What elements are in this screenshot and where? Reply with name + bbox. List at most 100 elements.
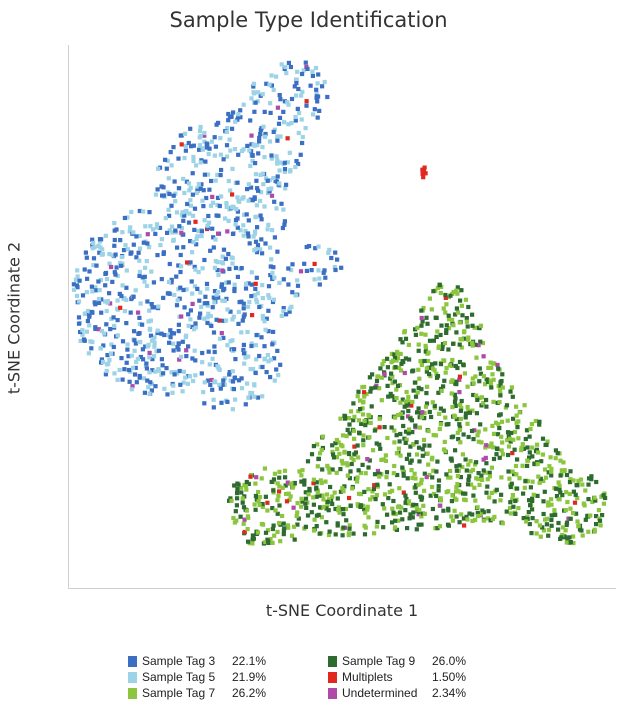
point-sample-tag-3 [268, 375, 273, 380]
point-sample-tag-5 [97, 288, 102, 293]
point-sample-tag-5 [217, 382, 222, 387]
point-sample-tag-3 [192, 264, 197, 269]
point-sample-tag-3 [178, 269, 183, 275]
point-sample-tag-9 [524, 428, 530, 433]
point-sample-tag-3 [279, 201, 284, 206]
point-sample-tag-5 [281, 309, 286, 314]
point-sample-tag-3 [186, 312, 191, 317]
point-sample-tag-3 [174, 303, 180, 308]
point-sample-tag-5 [179, 212, 184, 218]
point-sample-tag-7 [452, 413, 457, 418]
point-undetermined [420, 410, 425, 415]
point-sample-tag-5 [112, 371, 117, 376]
point-sample-tag-5 [173, 199, 178, 204]
point-sample-tag-5 [274, 74, 279, 79]
point-sample-tag-7 [509, 385, 514, 390]
point-undetermined [209, 377, 214, 383]
point-sample-tag-7 [455, 474, 460, 479]
point-sample-tag-3 [176, 156, 181, 161]
point-sample-tag-7 [491, 399, 496, 404]
point-sample-tag-3 [178, 252, 183, 258]
point-sample-tag-7 [481, 401, 486, 406]
point-sample-tag-9 [540, 436, 546, 441]
point-sample-tag-3 [282, 160, 287, 165]
point-sample-tag-7 [519, 445, 524, 450]
point-sample-tag-3 [219, 284, 224, 289]
point-sample-tag-3 [305, 66, 310, 71]
point-sample-tag-3 [310, 73, 315, 78]
point-sample-tag-9 [419, 495, 425, 500]
point-sample-tag-3 [188, 308, 193, 313]
point-sample-tag-7 [371, 448, 376, 453]
point-sample-tag-5 [184, 333, 189, 338]
point-undetermined [184, 348, 189, 353]
point-sample-tag-3 [193, 358, 198, 363]
point-sample-tag-3 [181, 245, 186, 250]
point-sample-tag-5 [226, 178, 231, 184]
point-sample-tag-9 [467, 410, 472, 415]
point-sample-tag-9 [497, 455, 502, 460]
point-sample-tag-9 [355, 443, 360, 448]
point-sample-tag-3 [255, 395, 261, 400]
point-sample-tag-3 [211, 330, 217, 335]
point-sample-tag-9 [523, 479, 528, 484]
point-sample-tag-9 [512, 472, 517, 477]
point-sample-tag-9 [528, 485, 533, 490]
point-sample-tag-3 [133, 341, 138, 346]
point-sample-tag-5 [205, 223, 210, 228]
point-sample-tag-7 [406, 399, 411, 404]
point-sample-tag-9 [525, 463, 530, 468]
point-sample-tag-7 [315, 442, 320, 447]
point-sample-tag-7 [336, 508, 341, 513]
point-sample-tag-7 [289, 481, 294, 486]
point-sample-tag-9 [463, 457, 468, 462]
point-sample-tag-3 [313, 246, 318, 251]
point-undetermined [416, 512, 421, 517]
point-sample-tag-9 [437, 283, 442, 288]
point-sample-tag-5 [148, 224, 153, 229]
point-sample-tag-7 [419, 331, 424, 336]
point-sample-tag-9 [326, 508, 331, 513]
point-sample-tag-5 [254, 203, 259, 208]
point-sample-tag-9 [496, 366, 501, 371]
point-sample-tag-5 [262, 155, 267, 160]
point-sample-tag-9 [441, 408, 446, 413]
point-sample-tag-7 [255, 530, 261, 535]
point-sample-tag-7 [382, 506, 387, 511]
chart-title: Sample Type Identification [169, 8, 448, 32]
point-sample-tag-9 [420, 453, 425, 458]
point-sample-tag-9 [367, 458, 372, 463]
point-sample-tag-7 [383, 453, 388, 458]
point-sample-tag-9 [510, 394, 515, 399]
point-sample-tag-9 [484, 490, 489, 495]
point-sample-tag-9 [466, 434, 471, 440]
point-undetermined [438, 503, 443, 508]
point-sample-tag-5 [154, 222, 160, 227]
point-sample-tag-9 [423, 349, 428, 354]
point-sample-tag-7 [477, 395, 482, 401]
point-sample-tag-7 [368, 420, 373, 425]
point-sample-tag-9 [347, 476, 352, 481]
point-sample-tag-5 [137, 233, 142, 239]
point-sample-tag-3 [148, 333, 154, 338]
point-sample-tag-9 [594, 479, 599, 485]
point-sample-tag-7 [334, 470, 339, 475]
point-sample-tag-9 [564, 522, 569, 528]
point-undetermined [108, 301, 113, 306]
legend: Sample Tag 3 22.1% Sample Tag 5 21.9% Sa… [120, 648, 500, 708]
point-sample-tag-9 [344, 518, 349, 523]
point-sample-tag-3 [137, 208, 142, 214]
point-sample-tag-7 [511, 437, 516, 442]
point-undetermined [109, 264, 114, 270]
point-sample-tag-9 [367, 375, 372, 380]
point-sample-tag-3 [213, 144, 218, 149]
point-sample-tag-7 [476, 477, 481, 482]
point-sample-tag-5 [271, 297, 276, 302]
point-sample-tag-7 [421, 437, 427, 442]
point-sample-tag-3 [82, 267, 87, 272]
point-sample-tag-7 [419, 414, 424, 419]
point-sample-tag-5 [233, 397, 238, 402]
point-sample-tag-9 [295, 522, 300, 527]
point-sample-tag-7 [397, 486, 402, 491]
point-sample-tag-7 [541, 478, 546, 483]
